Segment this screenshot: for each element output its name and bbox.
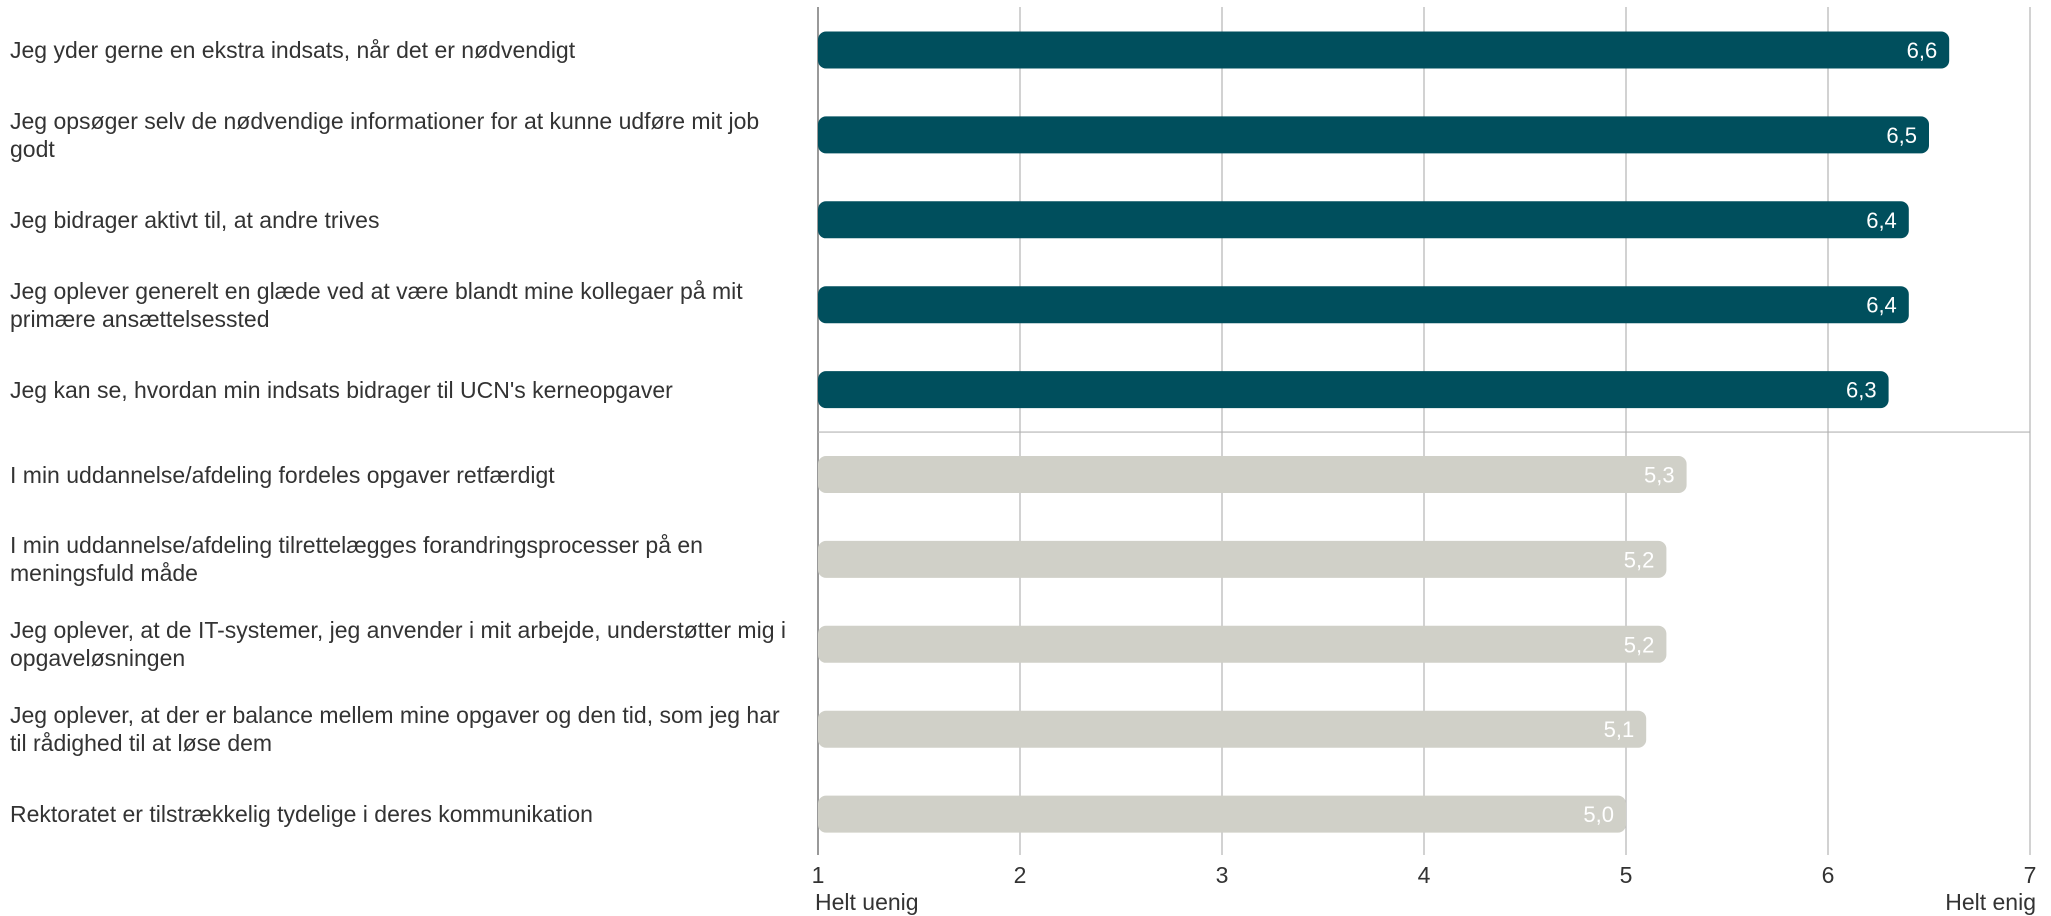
- bar-value-label: 5,2: [1624, 632, 1655, 657]
- category-label: Jeg oplever, at de IT-systemer, jeg anve…: [10, 617, 786, 672]
- category-label: Jeg oplever generelt en glæde ved at vær…: [10, 277, 743, 332]
- bar: [818, 795, 1626, 833]
- bar-value-label: 6,4: [1866, 208, 1897, 233]
- x-axis-anchor-left: Helt uenig: [815, 889, 919, 915]
- x-tick-label: 7: [2023, 862, 2037, 888]
- bars: [818, 31, 1950, 833]
- x-tick-label: 1: [811, 862, 825, 888]
- bar-value-label: 6,5: [1886, 123, 1917, 148]
- bar: [818, 201, 1909, 239]
- category-label: I min uddannelse/afdeling fordeles opgav…: [10, 461, 555, 488]
- category-label: Jeg yder gerne en ekstra indsats, når de…: [10, 37, 576, 63]
- bar: [818, 116, 1929, 154]
- x-tick-label: 2: [1013, 862, 1027, 888]
- category-label: Jeg oplever, at der er balance mellem mi…: [10, 702, 780, 757]
- bar: [818, 540, 1667, 578]
- bar-value-label: 6,4: [1866, 293, 1897, 318]
- x-tick-label: 6: [1821, 862, 1835, 888]
- category-label: Jeg bidrager aktivt til, at andre trives: [10, 206, 380, 233]
- bar: [818, 456, 1687, 493]
- x-tick-label: 3: [1215, 862, 1229, 888]
- bar: [818, 31, 1950, 69]
- bar-value-label: 5,1: [1604, 717, 1635, 742]
- x-axis-anchor-right: Helt enig: [1945, 889, 2036, 915]
- bar-value-label: 5,2: [1624, 547, 1655, 572]
- category-label: I min uddannelse/afdeling tilrettelægges…: [10, 532, 703, 587]
- category-label: Rektoratet er tilstrækkelig tydelige i d…: [10, 801, 593, 828]
- bar: [818, 286, 1909, 324]
- bar: [818, 625, 1667, 663]
- x-tick-label: 4: [1417, 862, 1431, 888]
- category-label: Jeg kan se, hvordan min indsats bidrager…: [10, 376, 673, 403]
- bar: [818, 371, 1889, 409]
- bar-value-label: 5,0: [1583, 802, 1614, 827]
- x-tick-label: 5: [1619, 862, 1633, 888]
- category-label: Jeg opsøger selv de nødvendige informati…: [10, 107, 760, 162]
- bar: [818, 710, 1647, 748]
- bar-value-label: 6,6: [1907, 38, 1938, 63]
- value-labels: 6,6 6,5 6,4 6,4 6,3 5,3 5,2 5,2 5,1 5,0: [1583, 38, 1937, 827]
- bar-value-label: 6,3: [1846, 378, 1877, 403]
- bar-value-label: 5,3: [1644, 463, 1675, 488]
